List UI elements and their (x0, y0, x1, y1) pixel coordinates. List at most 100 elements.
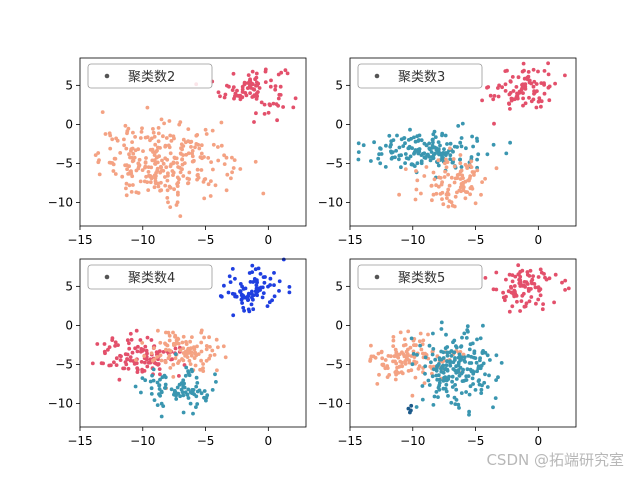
data-point (447, 350, 452, 355)
data-point (450, 374, 455, 379)
data-point (192, 356, 197, 360)
legend: 聚类数3 (357, 63, 483, 89)
data-point (444, 389, 449, 394)
data-point (488, 93, 493, 98)
data-point (454, 345, 459, 350)
data-point (128, 331, 133, 336)
data-point (494, 166, 499, 171)
data-point (437, 362, 441, 366)
data-point (199, 143, 204, 148)
data-point (211, 142, 216, 147)
data-point (492, 94, 497, 98)
data-point (131, 130, 135, 135)
data-point (167, 119, 172, 123)
data-point (452, 395, 457, 400)
data-point (199, 391, 204, 396)
data-point (465, 190, 470, 195)
data-point (427, 383, 432, 387)
data-point (171, 161, 176, 166)
data-point (256, 81, 261, 86)
data-point (460, 379, 465, 383)
data-point (420, 384, 425, 388)
data-point (157, 367, 162, 371)
data-point (393, 155, 397, 160)
data-point (434, 373, 439, 378)
data-point (201, 362, 206, 366)
y-tick-label: 0 (65, 318, 73, 332)
data-point (422, 174, 427, 178)
data-point (508, 79, 513, 83)
data-point (164, 347, 168, 352)
data-point (206, 156, 211, 160)
data-point (239, 297, 244, 302)
data-point (216, 158, 221, 163)
data-point (164, 330, 168, 335)
data-point (140, 168, 145, 173)
data-point (394, 350, 399, 355)
data-point (171, 362, 176, 367)
data-point (180, 390, 185, 394)
data-point (225, 172, 230, 177)
x-tick-label: 0 (535, 233, 543, 247)
data-point (389, 149, 393, 154)
data-point (186, 369, 191, 374)
data-point (391, 335, 396, 339)
data-point (232, 96, 236, 101)
data-point (108, 146, 113, 151)
data-point (196, 142, 201, 147)
data-point (179, 381, 184, 386)
data-point (136, 344, 140, 349)
data-point (469, 165, 474, 170)
data-point (201, 369, 206, 373)
data-point (122, 137, 126, 142)
data-point (510, 97, 515, 102)
data-point (152, 134, 157, 139)
data-point (369, 343, 373, 348)
data-point (476, 366, 481, 371)
y-tick-label: 5 (65, 78, 73, 92)
data-point (182, 161, 187, 166)
data-point (130, 159, 135, 164)
data-point (277, 279, 282, 284)
legend-label: 聚类数4 (128, 271, 175, 286)
data-point (563, 278, 568, 283)
data-point (148, 180, 153, 185)
data-point (436, 140, 441, 145)
data-point (468, 342, 473, 347)
data-point (504, 294, 508, 299)
data-point (277, 289, 281, 293)
data-point (445, 160, 450, 165)
data-point (138, 179, 143, 184)
data-point (149, 351, 154, 356)
data-point (168, 133, 173, 138)
data-point (410, 393, 415, 398)
data-point (165, 178, 170, 183)
data-point (464, 146, 468, 151)
data-point (440, 180, 444, 185)
data-point (394, 361, 399, 366)
x-tick-label: −10 (130, 434, 155, 448)
data-point (519, 299, 524, 303)
data-point (460, 121, 465, 126)
data-point (240, 292, 244, 297)
data-point (137, 163, 142, 168)
data-point (167, 348, 172, 352)
data-point (140, 341, 145, 345)
data-point (461, 180, 466, 185)
data-point (196, 352, 201, 356)
legend: 聚类数4 (87, 264, 213, 290)
data-point (127, 183, 132, 188)
data-point (135, 366, 140, 370)
legend-label: 聚类数2 (128, 70, 175, 85)
data-point (268, 84, 273, 89)
legend-box (357, 264, 483, 290)
data-point (161, 134, 165, 139)
data-point (120, 174, 125, 179)
y-tick-label: −10 (318, 196, 343, 210)
data-point (262, 280, 267, 285)
data-point (240, 90, 245, 94)
data-point (199, 330, 204, 335)
data-point (231, 313, 236, 318)
data-point (238, 282, 243, 286)
data-point (146, 188, 151, 193)
